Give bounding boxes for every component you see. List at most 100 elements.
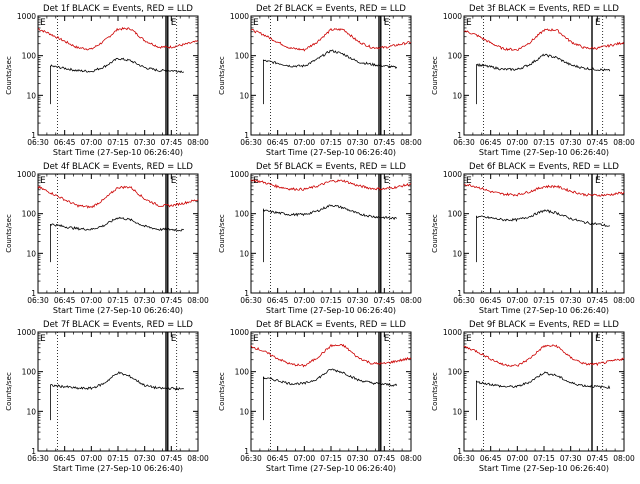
x-tick-label: 06:45 bbox=[480, 138, 502, 147]
chart-panel-9: Det 9f BLACK = Events, RED = LLD 1 10 100 10… bbox=[431, 320, 635, 473]
x-tick-label: 06:45 bbox=[267, 296, 289, 305]
x-tick-label: 08:00 bbox=[400, 138, 422, 147]
x-tick-label: 08:00 bbox=[187, 138, 209, 147]
x-tick-label: 07:45 bbox=[374, 138, 396, 147]
x-tick-label: 06:45 bbox=[267, 138, 289, 147]
plot-frame bbox=[463, 331, 625, 452]
plot-frame bbox=[250, 331, 412, 452]
x-axis-label: Start Time (27-Sep-10 06:26:40) bbox=[479, 464, 609, 473]
x-tick-label: 07:30 bbox=[347, 454, 369, 463]
y-tick-label: 10 bbox=[26, 91, 36, 100]
plot-frame bbox=[250, 15, 412, 136]
y-tick-label: 100 bbox=[448, 52, 463, 61]
x-tick-label: 07:15 bbox=[533, 296, 555, 305]
y-tick-label: 10 bbox=[239, 249, 249, 258]
lld-series-line bbox=[463, 28, 625, 51]
y-tick-label: 1000 bbox=[443, 328, 462, 337]
y-tick-label: 10 bbox=[26, 249, 36, 258]
chart-panel-7: Det 7f BLACK = Events, RED = LLD 1 10 100 10… bbox=[5, 320, 209, 473]
y-tick-label: 100 bbox=[235, 52, 250, 61]
events-series-line bbox=[263, 368, 398, 421]
x-tick-label: 07:45 bbox=[587, 454, 609, 463]
x-tick-label: 07:45 bbox=[161, 296, 183, 305]
lld-series-line bbox=[463, 344, 625, 368]
x-tick-label: 07:45 bbox=[587, 138, 609, 147]
x-tick-label: 07:00 bbox=[294, 454, 316, 463]
y-tick-label: 1000 bbox=[230, 12, 249, 21]
lld-series-line bbox=[37, 185, 199, 209]
events-series-line bbox=[50, 216, 185, 263]
x-tick-label: 06:30 bbox=[27, 454, 49, 463]
x-axis-label: Start Time (27-Sep-10 06:26:40) bbox=[479, 306, 609, 315]
events-series-line bbox=[263, 49, 398, 105]
e-marker: E bbox=[40, 176, 46, 186]
y-axis-label: Counts/sec bbox=[5, 56, 13, 95]
y-tick-label: 1 bbox=[31, 447, 36, 456]
chart-title: Det 4f BLACK = Events, RED = LLD bbox=[43, 162, 193, 172]
chart-panel-1: Det 1f BLACK = Events, RED = LLD 1 10 100 10… bbox=[5, 4, 209, 157]
x-tick-label: 07:45 bbox=[587, 296, 609, 305]
x-tick-label: 07:15 bbox=[320, 454, 342, 463]
lld-series-line bbox=[37, 26, 199, 51]
plot-frame bbox=[37, 331, 199, 452]
y-tick-label: 1 bbox=[457, 289, 462, 298]
y-tick-label: 1 bbox=[31, 131, 36, 140]
x-tick-label: 06:30 bbox=[453, 296, 475, 305]
x-tick-label: 08:00 bbox=[400, 454, 422, 463]
x-tick-label: 06:30 bbox=[453, 138, 475, 147]
chart-panel-6: Det 6f BLACK = Events, RED = LLD 1 10 100 10… bbox=[431, 162, 635, 315]
x-tick-label: 07:15 bbox=[107, 138, 129, 147]
x-tick-label: 07:45 bbox=[161, 138, 183, 147]
y-axis-label: Counts/sec bbox=[431, 214, 439, 253]
y-tick-label: 10 bbox=[452, 91, 462, 100]
chart-title: Det 2f BLACK = Events, RED = LLD bbox=[256, 4, 406, 14]
x-tick-label: 08:00 bbox=[613, 138, 635, 147]
x-tick-label: 07:00 bbox=[294, 296, 316, 305]
x-tick-label: 06:30 bbox=[27, 296, 49, 305]
y-tick-label: 1 bbox=[244, 289, 249, 298]
y-tick-label: 100 bbox=[448, 210, 463, 219]
x-tick-label: 07:45 bbox=[374, 454, 396, 463]
y-tick-label: 1000 bbox=[230, 328, 249, 337]
plot-frame bbox=[463, 15, 625, 136]
y-tick-label: 1 bbox=[31, 289, 36, 298]
y-tick-label: 1000 bbox=[443, 170, 462, 179]
chart-title: Det 5f BLACK = Events, RED = LLD bbox=[256, 162, 406, 172]
plot-frame bbox=[37, 173, 199, 294]
x-axis-label: Start Time (27-Sep-10 06:26:40) bbox=[53, 306, 183, 315]
x-tick-label: 06:45 bbox=[54, 296, 76, 305]
x-tick-label: 07:30 bbox=[347, 138, 369, 147]
x-tick-label: 07:00 bbox=[294, 138, 316, 147]
y-tick-label: 10 bbox=[452, 407, 462, 416]
events-series-line bbox=[263, 204, 398, 263]
y-tick-label: 1000 bbox=[443, 12, 462, 21]
e-marker: E bbox=[466, 18, 472, 28]
e-marker: E bbox=[253, 18, 259, 28]
lld-series-line bbox=[250, 179, 412, 191]
x-tick-label: 07:30 bbox=[560, 138, 582, 147]
x-tick-label: 08:00 bbox=[400, 296, 422, 305]
chart-title: Det 3f BLACK = Events, RED = LLD bbox=[469, 4, 619, 14]
x-tick-label: 08:00 bbox=[187, 454, 209, 463]
x-tick-label: 07:00 bbox=[507, 138, 529, 147]
x-tick-label: 07:00 bbox=[507, 296, 529, 305]
x-tick-label: 07:30 bbox=[134, 138, 156, 147]
x-axis-label: Start Time (27-Sep-10 06:26:40) bbox=[266, 464, 396, 473]
chart-title: Det 8f BLACK = Events, RED = LLD bbox=[256, 320, 406, 330]
e-marker: E bbox=[384, 334, 390, 344]
y-axis-label: Counts/sec bbox=[5, 372, 13, 411]
x-tick-label: 07:30 bbox=[134, 296, 156, 305]
e-marker: E bbox=[253, 334, 259, 344]
e-marker: E bbox=[466, 176, 472, 186]
y-tick-label: 100 bbox=[22, 210, 37, 219]
y-tick-label: 10 bbox=[452, 249, 462, 258]
x-tick-label: 07:30 bbox=[560, 296, 582, 305]
x-tick-label: 07:00 bbox=[81, 454, 103, 463]
y-tick-label: 100 bbox=[235, 210, 250, 219]
e-marker: E bbox=[40, 334, 46, 344]
y-axis-label: Counts/sec bbox=[5, 214, 13, 253]
x-tick-label: 07:30 bbox=[134, 454, 156, 463]
chart-title: Det 7f BLACK = Events, RED = LLD bbox=[43, 320, 193, 330]
y-tick-label: 1 bbox=[457, 131, 462, 140]
